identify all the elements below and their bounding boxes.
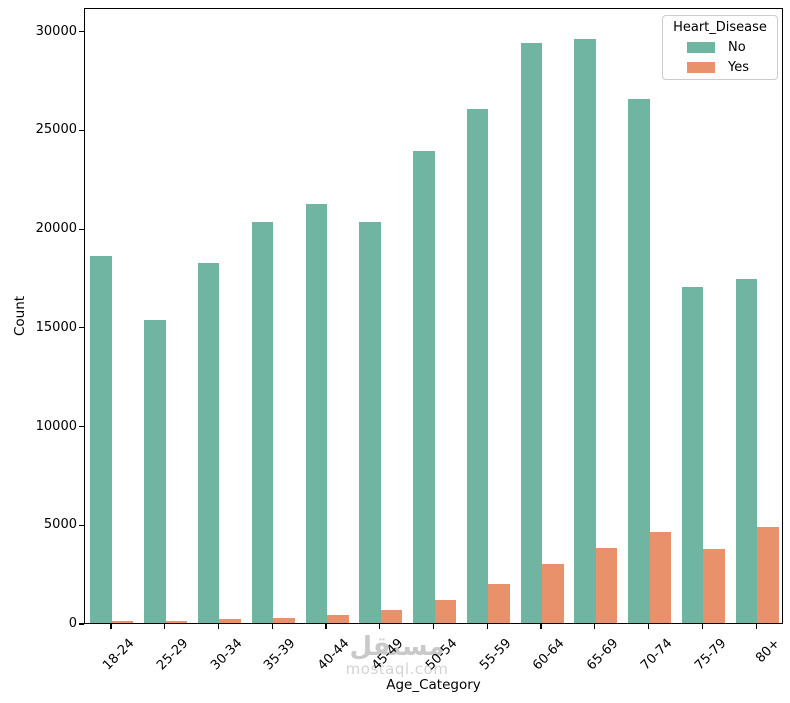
x-tick-label: 30-34: [207, 636, 246, 674]
legend-label-yes: Yes: [728, 59, 749, 75]
x-tick-label: 75-79: [691, 636, 729, 674]
y-tick-label: 25000: [35, 122, 77, 138]
legend-item-yes: Yes: [663, 57, 777, 77]
x-tick-mark: [379, 624, 381, 629]
bar-45-49-no: [359, 222, 381, 623]
bar-55-59-yes: [488, 583, 510, 623]
y-tick-label: 10000: [35, 418, 77, 434]
x-tick-mark: [325, 624, 327, 629]
legend-label-no: No: [728, 39, 746, 55]
x-tick-mark: [486, 624, 488, 629]
bar-45-49-yes: [380, 610, 403, 623]
x-tick-label: 25-29: [153, 636, 192, 674]
bar-30-34-yes: [219, 619, 241, 623]
x-tick-mark: [217, 624, 220, 629]
y-tick-label: 5000: [43, 517, 77, 533]
x-tick-mark: [594, 624, 596, 629]
bar-60-64-yes: [542, 563, 564, 623]
bar-70-74-yes: [649, 532, 672, 623]
legend: Heart_Disease No Yes: [662, 15, 778, 80]
x-tick-label: 18-24: [100, 636, 138, 674]
bar-65-69-no: [574, 38, 596, 623]
bar-35-39-yes: [273, 617, 295, 623]
y-tick-mark: [79, 524, 84, 526]
x-tick-label: 60-64: [530, 636, 568, 674]
bar-18-24-no: [90, 255, 112, 623]
bar-18-24-yes: [111, 620, 134, 623]
x-tick-mark: [432, 624, 435, 629]
x-axis-label: Age_Category: [386, 677, 481, 693]
bar-25-29-no: [144, 319, 166, 623]
legend-swatch-yes: [687, 61, 715, 73]
bar-50-54-yes: [434, 600, 456, 623]
x-tick-label: 45-49: [368, 636, 407, 674]
bar-40-44-yes: [327, 614, 349, 623]
bar-70-74-no: [628, 98, 650, 623]
y-tick-mark: [79, 327, 84, 329]
y-axis-label: Count: [12, 295, 28, 337]
y-tick-mark: [79, 129, 84, 132]
x-tick-mark: [540, 624, 542, 629]
legend-swatch-no: [687, 41, 715, 53]
y-tick-mark: [79, 623, 84, 625]
y-tick-mark: [79, 228, 84, 230]
x-tick-mark: [701, 624, 703, 629]
y-tick-label: 15000: [35, 319, 77, 335]
bar-65-69-yes: [595, 548, 618, 623]
x-tick-mark: [164, 624, 166, 629]
bar-55-59-no: [466, 108, 489, 623]
x-tick-mark: [755, 624, 757, 629]
y-tick-mark: [79, 31, 84, 33]
x-tick-label: 70-74: [637, 636, 676, 674]
legend-item-no: No: [663, 37, 777, 57]
x-tick-label: 80+: [752, 636, 783, 667]
bar-30-34-no: [197, 262, 220, 623]
y-tick-label: 20000: [35, 221, 77, 237]
bar-75-79-no: [681, 287, 704, 623]
x-tick-label: 35-39: [261, 636, 299, 674]
x-tick-label: 65-69: [584, 636, 622, 674]
bar-80+-no: [735, 278, 758, 623]
bar-25-29-yes: [165, 621, 188, 623]
bar-75-79-yes: [703, 549, 725, 623]
x-tick-mark: [648, 624, 650, 629]
x-tick-label: 50-54: [422, 636, 461, 674]
bar-35-39-no: [251, 222, 274, 623]
y-tick-label: 0: [68, 616, 77, 631]
x-tick-mark: [271, 624, 273, 629]
legend-title: Heart_Disease: [673, 20, 767, 35]
y-tick-label: 30000: [35, 23, 77, 39]
y-tick-mark: [79, 426, 84, 428]
x-tick-label: 40-44: [315, 636, 353, 674]
x-tick-label: 55-59: [476, 636, 514, 674]
bar-40-44-no: [305, 204, 327, 623]
plot-area: [84, 8, 783, 624]
bar-60-64-no: [520, 42, 542, 623]
bar-80+-yes: [757, 527, 779, 623]
bar-50-54-no: [413, 151, 435, 623]
x-tick-mark: [110, 624, 112, 629]
